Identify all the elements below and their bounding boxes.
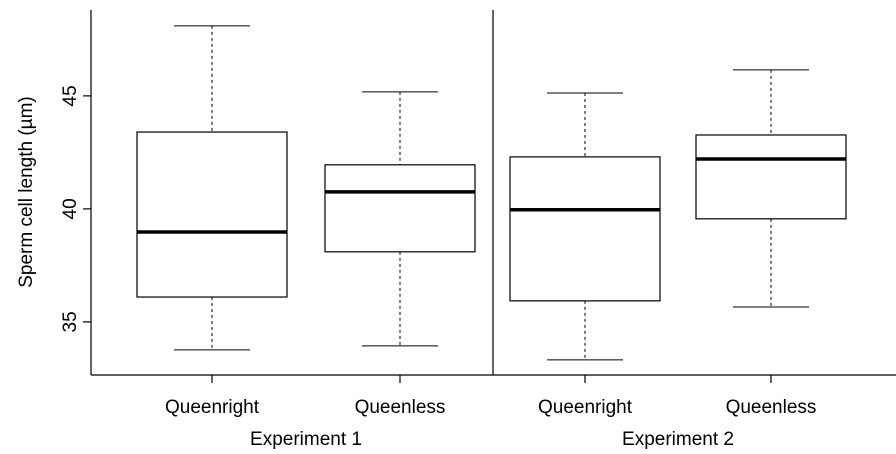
- x-tick-label: Queenless: [726, 397, 817, 418]
- y-tick-label: 45: [60, 85, 81, 106]
- group-label: Experiment 1: [250, 429, 362, 450]
- y-axis-label: Sperm cell length (µm): [16, 96, 37, 288]
- x-tick-label: Queenright: [538, 397, 633, 418]
- box: [136, 131, 288, 298]
- box: [695, 134, 847, 220]
- x-tick-label: Queenright: [165, 397, 260, 418]
- y-tick-label: 40: [60, 198, 81, 219]
- box: [509, 156, 661, 302]
- group-label: Experiment 2: [622, 429, 734, 450]
- x-tick-label: Queenless: [355, 397, 446, 418]
- y-tick-label: 35: [60, 311, 81, 332]
- box: [324, 164, 476, 253]
